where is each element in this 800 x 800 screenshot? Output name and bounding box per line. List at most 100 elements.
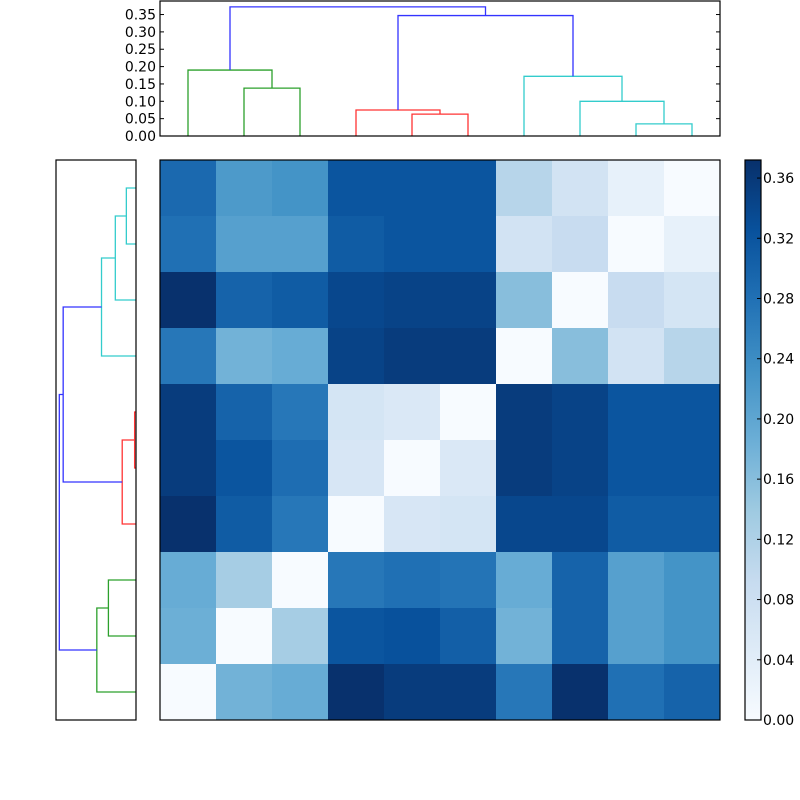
heatmap-cell <box>552 272 609 329</box>
heatmap-cell <box>608 664 665 721</box>
heatmap-cell <box>384 664 441 721</box>
heatmap-cell <box>216 272 273 329</box>
colorbar-tick-label: 0.16 <box>763 472 794 488</box>
heatmap-cell <box>608 552 665 609</box>
y-tick-label: 0.05 <box>125 112 156 128</box>
heatmap-cell <box>440 440 497 497</box>
heatmap-cell <box>216 384 273 441</box>
top-dendrogram-link <box>355 109 441 136</box>
heatmap-cell <box>328 160 385 217</box>
colorbar-tick-label: 0.04 <box>763 653 794 669</box>
heatmap-cell <box>216 496 273 553</box>
heatmap-cell <box>384 328 441 385</box>
heatmap-cell <box>552 328 609 385</box>
heatmap-cell <box>664 216 721 273</box>
heatmap-cell <box>552 160 609 217</box>
top-dendrogram-link <box>229 6 487 71</box>
heatmap-cell <box>496 608 553 665</box>
heatmap-cell <box>440 160 497 217</box>
left-dendrogram-link <box>96 607 136 693</box>
heatmap-cell <box>384 384 441 441</box>
heatmap-frame <box>159 159 721 721</box>
top-dendrogram-link <box>397 14 574 110</box>
heatmap-cell <box>440 216 497 273</box>
top-dendrogram-link <box>411 113 469 136</box>
heatmap-cell <box>664 552 721 609</box>
heatmap-cell <box>160 608 217 665</box>
top-dendrogram-link <box>579 100 665 136</box>
heatmap-cell <box>384 496 441 553</box>
heatmap-cell <box>440 664 497 721</box>
y-tick-label: 0.10 <box>125 94 156 110</box>
heatmap-cell <box>384 216 441 273</box>
heatmap-cell <box>552 664 609 721</box>
heatmap-cell <box>496 440 553 497</box>
heatmap-cell <box>160 272 217 329</box>
heatmap-cell <box>272 216 329 273</box>
top-dendrogram-link <box>635 123 693 136</box>
top-dendrogram-link <box>187 69 273 136</box>
heatmap-cell <box>272 272 329 329</box>
left-dendrogram-link <box>133 411 136 469</box>
colorbar-gradient <box>744 159 762 721</box>
left-dendrogram-link <box>100 257 136 357</box>
heatmap-cell <box>160 328 217 385</box>
colorbar-tick-label: 0.32 <box>763 231 794 247</box>
heatmap-cell <box>440 496 497 553</box>
heatmap-cell <box>552 496 609 553</box>
heatmap-cell <box>608 384 665 441</box>
heatmap-cell <box>272 384 329 441</box>
left-dendrogram-link <box>62 306 123 483</box>
heatmap-cell <box>272 552 329 609</box>
left-dendrogram-link <box>107 579 136 637</box>
heatmap-cell <box>216 608 273 665</box>
heatmap-cell <box>664 664 721 721</box>
heatmap-cell <box>384 440 441 497</box>
heatmap-cell <box>160 496 217 553</box>
heatmap-cell <box>328 272 385 329</box>
heatmap-cell <box>160 552 217 609</box>
left-dendrogram-link <box>114 215 136 301</box>
top-dendrogram-link <box>243 87 301 136</box>
heatmap-cell <box>664 160 721 217</box>
heatmap-cell <box>328 216 385 273</box>
colorbar-tick-label: 0.20 <box>763 412 794 428</box>
heatmap-cell <box>216 664 273 721</box>
heatmap-cell <box>664 440 721 497</box>
heatmap-cell <box>552 608 609 665</box>
heatmap-cell <box>496 664 553 721</box>
y-tick-label: 0.15 <box>125 77 156 93</box>
heatmap-cell <box>608 160 665 217</box>
left-dendrogram-link <box>125 187 136 245</box>
heatmap-cell <box>496 496 553 553</box>
top-dendrogram-link <box>523 75 623 136</box>
heatmap-matrix <box>159 159 721 721</box>
colorbar-tick-label: 0.24 <box>763 352 794 368</box>
y-tick-label: 0.25 <box>125 42 156 58</box>
heatmap-cell <box>384 272 441 329</box>
heatmap-cell <box>440 272 497 329</box>
heatmap-cell <box>272 160 329 217</box>
heatmap-cell <box>440 384 497 441</box>
heatmap-cell <box>272 440 329 497</box>
heatmap-cell <box>384 160 441 217</box>
heatmap-cell <box>608 328 665 385</box>
heatmap-cell <box>328 608 385 665</box>
heatmap-cell <box>272 664 329 721</box>
heatmap-cell <box>160 216 217 273</box>
heatmap-cell <box>608 440 665 497</box>
heatmap-cell <box>272 496 329 553</box>
y-tick-label: 0.00 <box>125 129 156 145</box>
heatmap-cell <box>160 664 217 721</box>
left-dendrogram-frame <box>55 159 137 721</box>
heatmap-cell <box>496 272 553 329</box>
top-dendrogram-frame <box>159 0 721 137</box>
heatmap-cell <box>496 328 553 385</box>
heatmap-cell <box>440 608 497 665</box>
heatmap-cell <box>608 608 665 665</box>
left-dendrogram-link <box>121 439 136 525</box>
heatmap-cell <box>272 608 329 665</box>
heatmap-cell <box>216 552 273 609</box>
heatmap-cell <box>328 384 385 441</box>
